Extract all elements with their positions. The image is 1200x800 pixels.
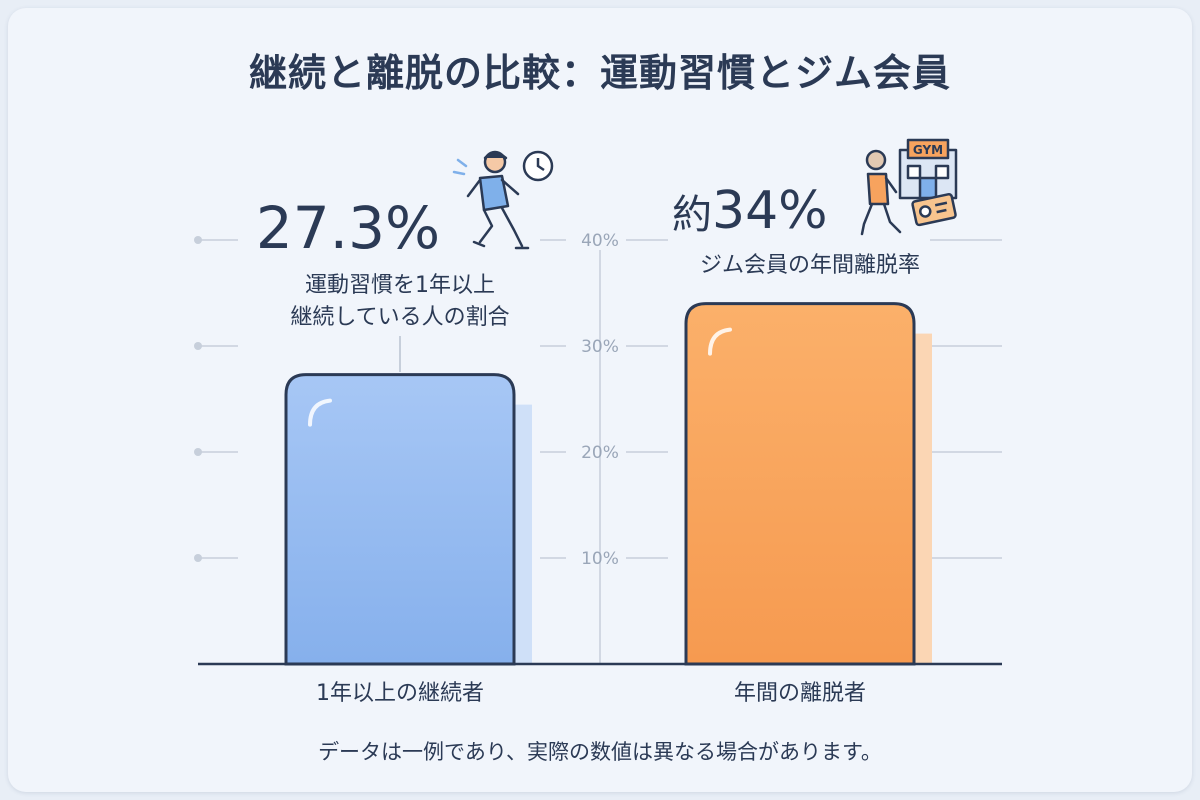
gridline-dot bbox=[194, 342, 202, 350]
footnote: データは一例であり、実際の数値は異なる場合があります。 bbox=[318, 740, 882, 764]
clock-icon bbox=[522, 150, 554, 182]
y-tick-label: 40% bbox=[581, 231, 619, 251]
gym-building-icon: GYM bbox=[898, 138, 958, 200]
y-tick-label: 10% bbox=[581, 549, 619, 569]
gridline-dot bbox=[194, 448, 202, 456]
dropouts-value-label: 約34% bbox=[672, 181, 828, 241]
category-label-dropouts: 年間の離脱者 bbox=[734, 681, 866, 706]
gridline-dot bbox=[194, 236, 202, 244]
bar-continuers bbox=[284, 373, 516, 666]
continuers-caption-line-2: 継続している人の割合 bbox=[290, 305, 509, 330]
category-label-continuers: 1年以上の継続者 bbox=[316, 681, 484, 706]
chart-title: 継続と離脱の比較：運動習慣とジム会員 bbox=[248, 51, 951, 95]
continuers-value-label: 27.3% bbox=[256, 194, 440, 262]
gym-sign-label: GYM bbox=[913, 143, 943, 157]
y-tick-label: 20% bbox=[581, 443, 619, 463]
bar-dropouts-highlight bbox=[708, 327, 732, 356]
membership-card-icon bbox=[911, 192, 957, 227]
y-tick-label: 30% bbox=[581, 337, 619, 357]
walking-person-icon bbox=[860, 149, 902, 236]
bar-dropouts bbox=[684, 302, 916, 666]
dropouts-caption: ジム会員の年間離脱率 bbox=[700, 253, 920, 278]
bar-continuers-highlight bbox=[308, 398, 332, 427]
continuers-caption-line-1: 運動習慣を1年以上 bbox=[305, 273, 495, 298]
runner-icon bbox=[452, 150, 530, 250]
gridline-dot bbox=[194, 554, 202, 562]
